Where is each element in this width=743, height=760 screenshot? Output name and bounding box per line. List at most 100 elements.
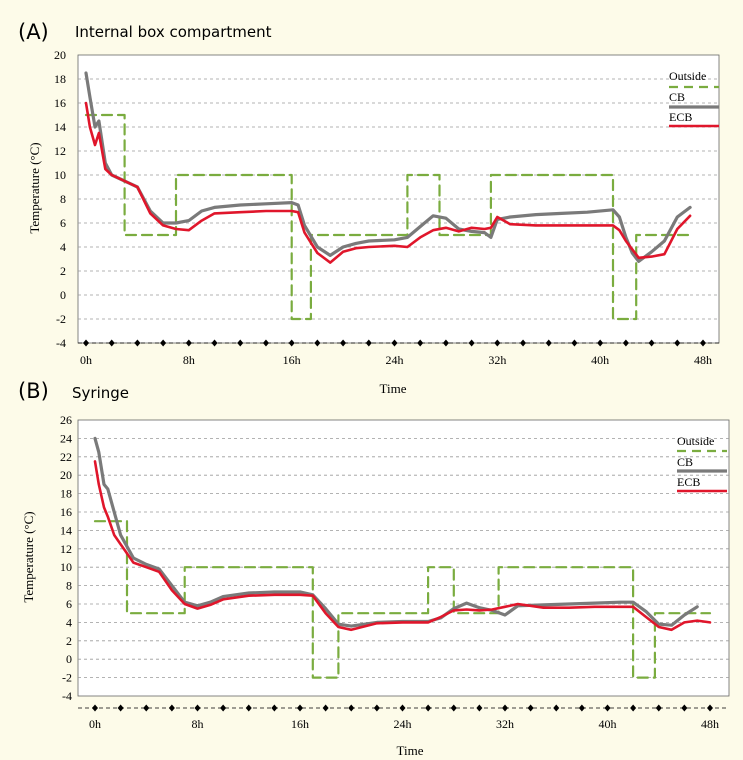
x-axis-marker [520,339,527,347]
x-axis-marker [681,704,688,712]
y-tick-label: -2 [62,671,72,685]
x-tick-label: 0h [80,353,92,367]
x-tick-label: 40h [591,353,609,367]
x-axis-marker [700,339,706,347]
x-axis-marker [314,339,321,347]
x-axis-marker [391,339,398,347]
x-tick-label: 48h [694,353,712,367]
y-tick-label: 10 [60,560,72,574]
x-axis-marker [92,704,98,712]
x-tick-label: 16h [283,353,301,367]
y-tick-label: 14 [60,523,72,537]
x-axis-marker [262,339,269,347]
x-axis-title-b: Time [397,743,424,758]
x-axis-marker [502,704,508,712]
legend-b: Outside CB ECB [677,434,727,493]
panel-b: (B) Syringe -4-202468101214161820222426 … [18,379,730,758]
x-axis-marker [578,704,585,712]
x-axis-marker [373,704,380,712]
y-tick-label: 2 [66,634,72,648]
x-tick-label: 24h [394,717,412,731]
y-tick-label: -4 [62,689,72,703]
x-axis-marker [425,704,432,712]
x-axis-title-a: Time [380,381,407,396]
x-axis-marker [399,704,406,712]
x-axis-marker [271,704,278,712]
x-tick-label: 16h [291,717,309,731]
y-tick-label: 0 [66,652,72,666]
x-axis-marker [365,339,372,347]
x-axis-marker [417,339,424,347]
y-tick-label: 6 [60,216,66,230]
x-axis-marker [134,339,141,347]
y-tick-label: 14 [54,120,66,134]
x-axis-marker [571,339,578,347]
series-a [84,71,692,321]
x-axis-marker [194,704,201,712]
legend-label-outside-b: Outside [677,434,714,448]
x-axis-marker [630,704,637,712]
y-tick-label: 4 [60,240,66,254]
y-tick-label: 8 [66,579,72,593]
x-axis-marker [185,339,192,347]
y-tick-label: 2 [60,264,66,278]
y-tick-label: -2 [56,312,66,326]
legend-label-ecb-a: ECB [669,110,692,124]
x-axis-marker [476,704,483,712]
y-tick-label: 6 [66,597,72,611]
series-line-ecb-a [84,101,692,264]
x-axis-marker [297,704,303,712]
x-axis-marker [288,339,295,347]
x-tick-label: 48h [701,717,719,731]
x-axis-marker [674,339,681,347]
x-axis-b: 0h 8h 16h 24h 32h 40h 48h [78,704,729,731]
y-tick-label: 0 [60,288,66,302]
panel-b-title: Syringe [72,384,129,402]
legend-label-ecb-b: ECB [677,475,700,489]
x-axis-marker [655,704,662,712]
y-tick-label: 12 [60,542,72,556]
x-axis-marker [211,339,218,347]
y-tick-label: 22 [60,450,72,464]
series-line-ecb-b [93,460,712,632]
x-tick-label: 24h [386,353,404,367]
y-tick-label: 18 [60,487,72,501]
x-axis-marker [622,339,629,347]
panel-a-title: Internal box compartment [75,23,272,41]
x-axis-marker [707,704,713,712]
y-tick-label: 20 [54,48,66,62]
y-tick-label: 26 [60,413,72,427]
x-axis-marker [117,704,124,712]
x-axis-marker [597,339,604,347]
x-axis-marker [348,704,355,712]
x-axis-marker [442,339,449,347]
x-axis-a: 0h 8h 16h 24h 32h 40h 48h [78,339,719,367]
x-axis-marker [237,339,244,347]
y-tick-label: 4 [66,615,72,629]
legend-label-outside-a: Outside [669,69,706,83]
y-tick-label: -4 [56,336,66,350]
legend-label-cb-a: CB [669,90,685,104]
series-b [93,436,712,679]
panel-a: (A) Internal box compartment -4 -2 0 2 4 6 8 10… [18,20,720,396]
series-line-cb-b [93,436,699,628]
x-axis-marker [220,704,227,712]
legend-label-cb-b: CB [677,455,693,469]
x-axis-marker [604,704,611,712]
x-axis-marker [553,704,560,712]
y-tick-label: 12 [54,144,66,158]
x-tick-label: 32h [488,353,506,367]
series-line-outside-b [93,520,712,679]
y-tick-label: 10 [54,168,66,182]
x-axis-marker [494,339,501,347]
y-axis-title-a: Temperature (°C) [27,142,42,233]
x-tick-label: 8h [183,353,195,367]
x-axis-marker [160,339,167,347]
plot-area-b [77,419,730,697]
y-tick-label: 20 [60,468,72,482]
y-tick-label: 18 [54,72,66,86]
x-axis-marker [340,339,347,347]
x-axis-marker [527,704,534,712]
